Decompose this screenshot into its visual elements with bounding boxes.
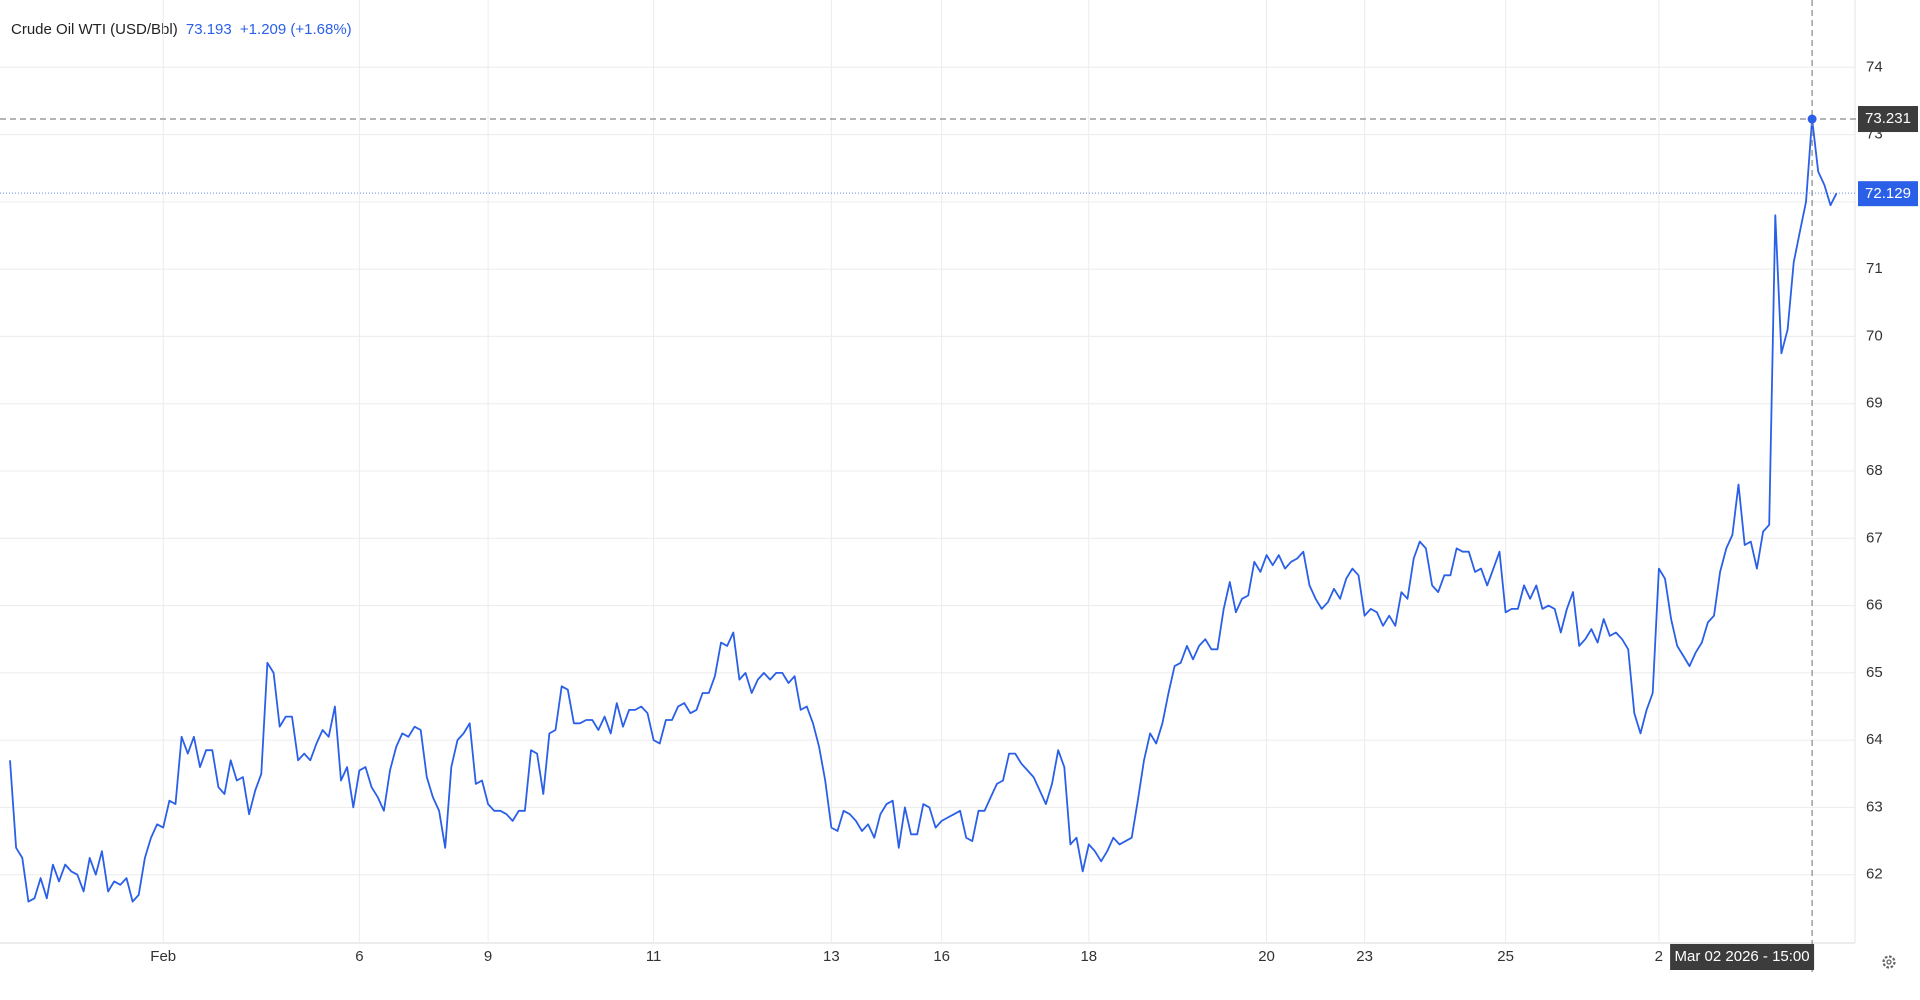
x-tick-label: 2 xyxy=(1655,948,1663,965)
x-tick-label: Feb xyxy=(150,948,176,965)
x-tick-label: 18 xyxy=(1080,948,1097,965)
x-tick-label: 25 xyxy=(1497,948,1514,965)
gear-ring xyxy=(1882,955,1896,969)
y-tick-label: 70 xyxy=(1866,327,1883,344)
crosshair-x-label: Mar 02 2026 - 15:00 xyxy=(1675,948,1810,965)
settings-button[interactable] xyxy=(1882,955,1896,969)
crosshair-point xyxy=(1807,114,1817,124)
y-tick-label: 63 xyxy=(1866,798,1883,815)
y-tick-label: 69 xyxy=(1866,395,1883,412)
crosshair-x-box xyxy=(1670,944,1815,970)
x-tick-label: 9 xyxy=(484,948,492,965)
last-price-box xyxy=(1858,181,1918,207)
x-tick-label: 23 xyxy=(1356,948,1373,965)
price-line xyxy=(9,118,1838,903)
x-tick-label: 20 xyxy=(1258,948,1275,965)
y-tick-label: 62 xyxy=(1866,866,1883,883)
last-price-label: 72.129 xyxy=(1865,185,1911,202)
y-tick-label: 64 xyxy=(1866,731,1883,748)
price: 73.193 xyxy=(185,21,232,38)
price-change: +1.209 (+1.68%) xyxy=(239,21,352,38)
crosshair-y-box xyxy=(1858,106,1918,133)
x-tick-label: 16 xyxy=(933,948,950,965)
x-tick-label: 6 xyxy=(355,948,363,965)
crosshair-y-label: 73.231 xyxy=(1865,110,1911,127)
y-tick-label: 66 xyxy=(1866,597,1883,614)
y-tick-label: 71 xyxy=(1866,260,1883,277)
gear-hole xyxy=(1886,959,1892,965)
x-tick-label: 13 xyxy=(823,948,840,965)
y-tick-label: 65 xyxy=(1866,664,1883,681)
x-tick-label: 11 xyxy=(646,948,662,965)
y-tick-label: 67 xyxy=(1866,529,1883,546)
header: Crude Oil WTI (USD/Bbl) 73.193 +1.209 (+… xyxy=(11,21,352,38)
instrument-title: Crude Oil WTI (USD/Bbl) xyxy=(11,21,178,38)
y-tick-label: 68 xyxy=(1866,462,1883,479)
y-tick-label: 74 xyxy=(1866,58,1883,75)
